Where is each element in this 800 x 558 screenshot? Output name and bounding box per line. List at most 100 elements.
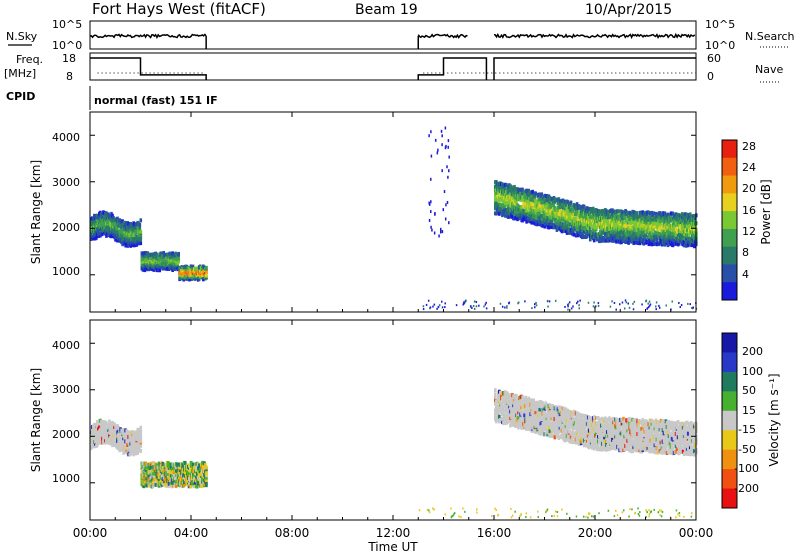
power-colorbar-swatch bbox=[722, 282, 737, 300]
power-cell bbox=[641, 303, 643, 305]
power-cell bbox=[177, 252, 180, 256]
power-ytick-2000: 2000 bbox=[52, 221, 80, 234]
power-cell bbox=[647, 303, 649, 305]
power-cell bbox=[441, 134, 443, 137]
power-cell bbox=[555, 300, 557, 302]
noise-ytick-left-bottom: 10^0 bbox=[52, 39, 82, 52]
power-cell bbox=[448, 139, 450, 142]
frequency-line-early bbox=[90, 58, 206, 80]
power-cell bbox=[448, 169, 450, 172]
power-cell bbox=[632, 303, 634, 305]
power-cell bbox=[485, 304, 487, 306]
power-cell bbox=[665, 304, 667, 306]
date-label: 10/Apr/2015 bbox=[585, 2, 672, 18]
power-cell bbox=[439, 304, 441, 306]
power-cell bbox=[447, 146, 449, 149]
power-colorbar bbox=[722, 140, 737, 301]
power-cell bbox=[567, 309, 569, 311]
power-cell bbox=[692, 306, 694, 308]
power-cell bbox=[470, 305, 472, 307]
power-cell bbox=[473, 305, 475, 307]
power-cell bbox=[547, 306, 549, 308]
power-cell bbox=[687, 303, 689, 305]
power-cell bbox=[549, 300, 551, 302]
power-cell bbox=[678, 302, 680, 304]
power-cell bbox=[486, 307, 488, 309]
power-cell bbox=[509, 302, 511, 304]
nave-label: Nave bbox=[755, 63, 783, 76]
power-cell bbox=[474, 308, 476, 310]
power-cell bbox=[572, 305, 574, 307]
noise-trace bbox=[90, 35, 695, 50]
power-cell bbox=[629, 307, 631, 309]
power-cell bbox=[691, 307, 693, 309]
power-cell bbox=[445, 302, 447, 304]
power-cell bbox=[547, 300, 549, 302]
power-cell bbox=[593, 305, 595, 307]
power-cell bbox=[569, 301, 571, 303]
power-cb-tick-20: 20 bbox=[742, 182, 756, 195]
velocity-cell bbox=[139, 434, 142, 438]
noise-ytick-left-top: 10^5 bbox=[52, 18, 82, 31]
power-cell bbox=[622, 302, 624, 304]
power-cell bbox=[614, 302, 616, 304]
power-ytick-3000: 3000 bbox=[52, 176, 80, 189]
power-cell bbox=[438, 234, 440, 237]
power-cell bbox=[430, 306, 432, 308]
power-cb-tick-16: 16 bbox=[742, 204, 756, 217]
power-cell bbox=[428, 202, 430, 205]
power-cell bbox=[635, 211, 638, 215]
power-cell bbox=[442, 306, 444, 308]
power-cell bbox=[443, 208, 445, 211]
power-cell bbox=[659, 307, 661, 309]
power-cell bbox=[517, 302, 519, 304]
power-colorbar-swatch bbox=[722, 193, 737, 211]
power-cell bbox=[649, 301, 651, 303]
power-cell bbox=[430, 178, 432, 181]
power-ylabel: Slant Range [km] bbox=[29, 160, 43, 264]
power-cell bbox=[579, 307, 581, 309]
frequency-line-late bbox=[418, 58, 696, 80]
freq-ytick-left-bottom: 8 bbox=[66, 70, 73, 83]
cpid-text: normal (fast) 151 IF bbox=[94, 94, 218, 107]
power-cell bbox=[138, 223, 141, 227]
power-cell bbox=[448, 221, 450, 224]
frequency-panel: Freq. [MHz] 18 8 60 0 Nave bbox=[4, 52, 783, 83]
power-cell bbox=[434, 213, 436, 216]
power-cell bbox=[428, 134, 430, 137]
power-cell bbox=[506, 307, 508, 309]
power-cell bbox=[437, 149, 439, 152]
power-cell bbox=[435, 139, 437, 142]
power-cell bbox=[690, 303, 692, 305]
power-cell bbox=[465, 299, 467, 301]
power-cell bbox=[504, 307, 506, 309]
noise-search-label: N.Search bbox=[745, 30, 795, 43]
power-ytick-4000: 4000 bbox=[52, 131, 80, 144]
freq-unit-label: [MHz] bbox=[4, 67, 36, 80]
power-cell bbox=[434, 231, 436, 234]
power-cell bbox=[624, 307, 626, 309]
power-cell bbox=[436, 308, 438, 310]
power-cell bbox=[476, 301, 478, 303]
power-cell bbox=[646, 300, 648, 302]
power-colorbar-swatch bbox=[722, 140, 737, 158]
power-cell bbox=[445, 217, 447, 220]
velocity-cell bbox=[139, 430, 142, 434]
power-cell bbox=[571, 307, 573, 309]
power-cell bbox=[656, 301, 658, 303]
power-cell bbox=[423, 308, 425, 310]
power-cell bbox=[655, 305, 657, 307]
power-cell bbox=[430, 200, 432, 203]
freq-ytick-left-top: 18 bbox=[62, 52, 76, 65]
power-cell bbox=[441, 143, 443, 146]
power-cell bbox=[456, 304, 458, 306]
power-cell bbox=[476, 305, 478, 307]
power-cell bbox=[426, 304, 428, 306]
power-cell bbox=[434, 304, 436, 306]
power-cell bbox=[445, 203, 447, 206]
power-panel: Slant Range [km] 4000 3000 2000 1000 Pow… bbox=[29, 112, 773, 312]
frequency-trace bbox=[90, 58, 696, 80]
power-colorbar-swatch bbox=[722, 211, 737, 229]
power-cell bbox=[577, 301, 579, 303]
power-cell bbox=[534, 303, 536, 305]
